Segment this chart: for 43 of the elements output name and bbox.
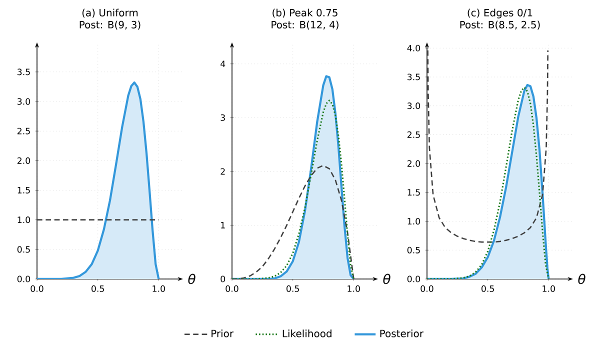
y-tick-label: 2: [220, 168, 225, 175]
legend-label: Likelihood: [282, 330, 332, 338]
x-tick-label: 1.0: [152, 285, 165, 292]
y-tick-label: 1.5: [408, 189, 420, 196]
x-axis-title: θ: [383, 274, 390, 284]
x-tick-label: 0.0: [420, 285, 434, 292]
legend-label: Posterior: [380, 330, 424, 338]
x-tick-label: 0.0: [226, 285, 238, 292]
y-tick-label: 3.5: [408, 74, 420, 80]
y-tick-label: 1: [221, 222, 225, 228]
chart-subtitle: Post: B(9, 3): [80, 20, 140, 30]
y-tick-label: 3.0: [408, 102, 420, 110]
chart-title: (c) Edges 0/1: [468, 8, 532, 18]
x-tick-label: 0.5: [286, 285, 299, 292]
y-tick-label: 4: [220, 60, 226, 68]
chart-subtitle: Post: B(8.5, 2.5): [460, 20, 540, 30]
y-tick-label: 0: [220, 276, 226, 282]
y-tick-label: 2.0: [407, 160, 420, 167]
y-tick-label: 3.5: [18, 68, 30, 76]
y-tick-label: 2.0: [17, 157, 30, 164]
y-tick-label: 3.0: [18, 98, 30, 105]
x-axis-title: θ: [578, 274, 586, 284]
x-tick-label: 0.0: [30, 285, 44, 292]
y-tick-label: 1.5: [18, 187, 30, 194]
y-tick-label: 2.5: [17, 128, 30, 134]
y-tick-label: 2.5: [407, 131, 420, 138]
y-tick-label: 0.0: [407, 276, 420, 282]
y-tick-label: 0.0: [17, 276, 30, 282]
legend-label: Prior: [212, 330, 234, 338]
y-tick-label: 1.0: [18, 216, 30, 224]
x-tick-label: 1.0: [348, 285, 360, 292]
y-tick-label: 3: [220, 114, 225, 121]
y-tick-label: 0.5: [407, 246, 420, 254]
chart-title: (b) Peak 0.75: [272, 8, 338, 18]
chart-title: (a) Uniform: [82, 8, 138, 18]
x-tick-label: 0.5: [482, 285, 494, 292]
y-tick-label: 0.5: [17, 246, 30, 253]
chart-subtitle: Post: B(12, 4): [272, 20, 338, 30]
x-tick-label: 1.0: [542, 285, 555, 292]
x-axis-title: θ: [188, 274, 196, 284]
x-tick-label: 0.5: [92, 285, 104, 292]
y-tick-label: 1.0: [408, 218, 420, 225]
y-tick-label: 4.0: [407, 44, 420, 52]
